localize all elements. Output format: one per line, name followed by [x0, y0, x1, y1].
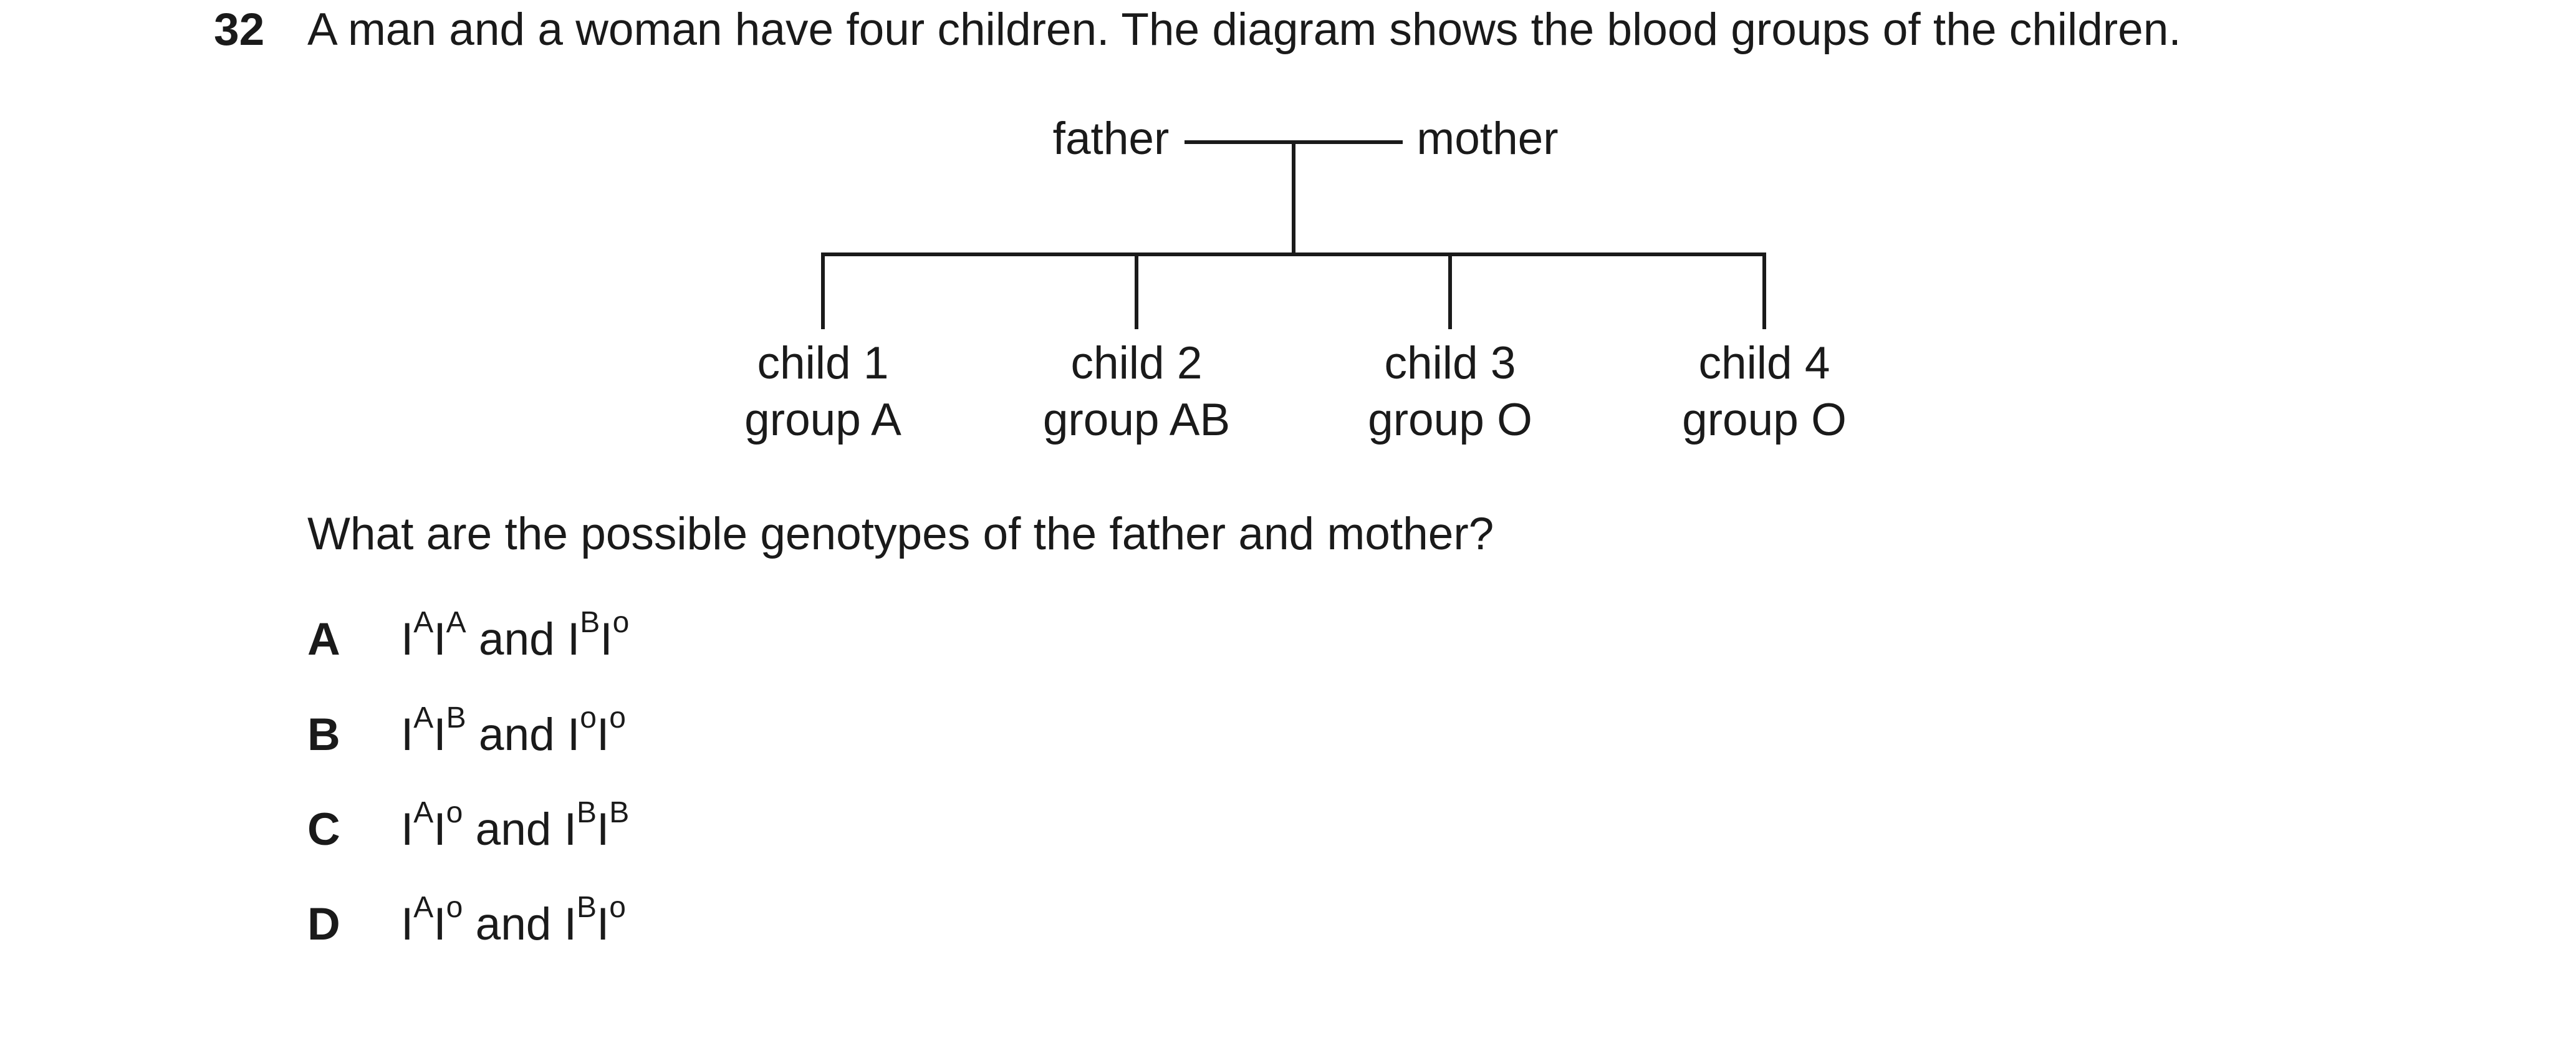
- question-prompt: What are the possible genotypes of the f…: [307, 509, 1494, 559]
- and-joiner: and: [463, 898, 564, 950]
- child-4-group: group O: [1682, 395, 1847, 445]
- option-c[interactable]: C IAIo and IBIB: [307, 795, 629, 863]
- question-number: 32: [214, 4, 265, 55]
- option-a-text: IAIA and IBIo: [401, 605, 630, 665]
- father-genotype: IAIA: [401, 605, 466, 665]
- option-d-letter: D: [307, 898, 340, 950]
- option-d[interactable]: D IAIo and IBIo: [307, 890, 626, 958]
- child-1-name: child 1: [757, 338, 888, 388]
- father-label: father: [1053, 113, 1170, 164]
- option-c-letter: C: [307, 804, 340, 855]
- option-b-text: IAIB and IoIo: [401, 701, 626, 761]
- option-a[interactable]: A IAIA and IBIo: [307, 605, 629, 673]
- father-genotype: IAIB: [401, 701, 466, 760]
- and-joiner: and: [463, 804, 564, 855]
- father-genotype: IAIo: [401, 796, 463, 855]
- child-1-group: group A: [744, 395, 901, 445]
- option-b[interactable]: B IAIB and IoIo: [307, 700, 626, 769]
- child-3-name: child 3: [1384, 338, 1516, 388]
- child-3-group: group O: [1368, 395, 1532, 445]
- question-stem: A man and a woman have four children. Th…: [307, 4, 2181, 55]
- mother-label: mother: [1416, 113, 1558, 164]
- pedigree-diagram: father mother child 1 group A child 2 gr…: [744, 113, 1847, 445]
- mother-genotype: IBIB: [564, 796, 630, 855]
- mother-genotype: IBIo: [567, 605, 630, 665]
- mother-genotype: IoIo: [567, 701, 626, 760]
- option-a-letter: A: [307, 613, 340, 665]
- father-genotype: IAIo: [401, 890, 463, 950]
- child-2-name: child 2: [1070, 338, 1202, 388]
- option-c-text: IAIo and IBIB: [401, 796, 630, 855]
- option-d-text: IAIo and IBIo: [401, 890, 626, 950]
- and-joiner: and: [466, 709, 567, 760]
- and-joiner: and: [466, 613, 567, 665]
- mother-genotype: IBIo: [564, 890, 626, 950]
- child-2-group: group AB: [1043, 395, 1230, 445]
- child-4-name: child 4: [1698, 338, 1830, 388]
- option-b-letter: B: [307, 709, 340, 760]
